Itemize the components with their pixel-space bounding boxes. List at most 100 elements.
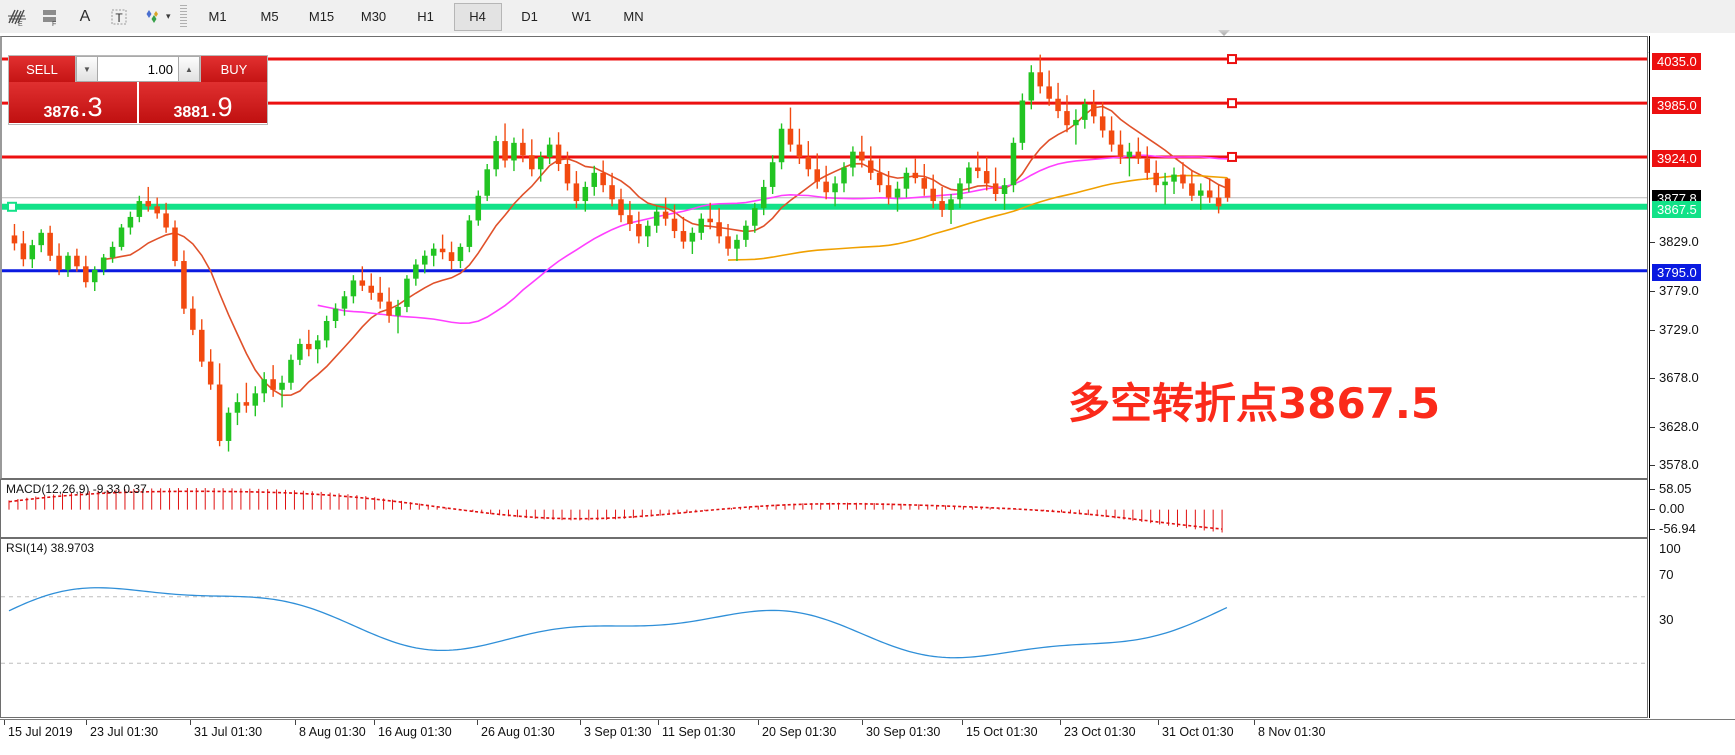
candle-body: [1126, 151, 1133, 157]
volume-down-icon[interactable]: ▼: [76, 56, 98, 82]
timeframe-m1[interactable]: M1: [208, 9, 227, 24]
rsi-tick: 30: [1659, 612, 1674, 627]
candle-body: [199, 329, 205, 362]
candle-body: [100, 257, 107, 270]
time-tick: [1060, 720, 1061, 725]
candle-body: [234, 402, 241, 413]
toolbar-grip[interactable]: [179, 4, 187, 29]
timeframe-d1[interactable]: D1: [521, 9, 538, 24]
candle-body: [529, 155, 535, 170]
candle-body: [181, 261, 187, 309]
candle-body: [609, 185, 615, 200]
price-scale[interactable]: 3829.0 3779.0 3729.0 3678.0 3628.0 3578.0 4035…: [1649, 36, 1735, 718]
candle-body: [83, 266, 89, 283]
candle-body: [91, 269, 98, 283]
candle-body: [314, 340, 321, 350]
price-level-label-red[interactable]: 4035.0: [1652, 53, 1701, 70]
candle-body: [912, 172, 919, 179]
candle-body: [20, 243, 27, 260]
timeframe-mn[interactable]: MN: [623, 9, 644, 24]
candle-body: [564, 164, 571, 184]
price-level-label-green[interactable]: 3867.5: [1652, 201, 1701, 218]
candle-body: [644, 225, 651, 237]
time-scale[interactable]: 15 Jul 2019 23 Jul 01:30 31 Jul 01:30 8 Aug…: [0, 719, 1735, 755]
candle-body: [1046, 86, 1052, 99]
time-tick: [477, 720, 478, 725]
grid-template-icon[interactable]: F: [34, 3, 68, 31]
time-label: 31 Oct 01:30: [1162, 725, 1234, 739]
candle-body: [1162, 181, 1168, 186]
volume-up-icon[interactable]: ▲: [178, 56, 200, 82]
candle-body: [627, 215, 633, 224]
text-label-icon[interactable]: T: [102, 3, 136, 31]
time-tick: [1158, 720, 1159, 725]
level-handle[interactable]: [1227, 151, 1237, 162]
candle-body: [243, 402, 250, 406]
rsi-plot: [1, 539, 1647, 717]
timeframe-w1[interactable]: W1: [571, 9, 592, 24]
candle-body: [448, 252, 455, 262]
candle-body: [653, 211, 660, 226]
volume-input[interactable]: 1.00: [98, 56, 178, 82]
objects-dropdown-caret[interactable]: ▾: [166, 11, 171, 21]
candle-body: [475, 195, 482, 221]
timeframe-m15[interactable]: M15: [308, 9, 335, 24]
timeframe-m5[interactable]: M5: [260, 9, 279, 24]
candle-body: [38, 232, 44, 246]
candle-body: [1037, 72, 1043, 87]
candle-body: [1215, 197, 1222, 207]
level-handle[interactable]: [1227, 54, 1237, 65]
chart-scroll-handle[interactable]: [1218, 30, 1230, 36]
candle-body: [261, 379, 267, 394]
candle-body: [752, 208, 758, 226]
candle-body: [350, 280, 357, 297]
price-plot: [2, 37, 1647, 478]
chart-annotation-text[interactable]: 多空转折点3867.5: [1068, 379, 1441, 428]
price-chart-pane[interactable]: [0, 36, 1648, 479]
rsi-pane[interactable]: RSI(14) 38.9703: [0, 538, 1648, 718]
candle-body: [636, 223, 642, 237]
price-level-label-red[interactable]: 3924.0: [1652, 150, 1701, 167]
price-level-label-blue[interactable]: 3795.0: [1652, 264, 1701, 281]
candle-body: [885, 185, 892, 198]
sell-button[interactable]: SELL: [9, 56, 75, 82]
time-tick: [758, 720, 759, 725]
text-tool-icon[interactable]: A: [79, 7, 91, 25]
candle-body: [555, 144, 562, 165]
indicators-icon[interactable]: E: [0, 3, 34, 31]
timeframe-h1[interactable]: H1: [417, 9, 434, 24]
candle-body: [582, 186, 589, 202]
candle-body: [136, 201, 143, 217]
candle-body: [805, 156, 812, 170]
macd-plot: [1, 480, 1647, 537]
volume-stepper[interactable]: ▼ 1.00 ▲: [75, 56, 201, 82]
bid-price-box[interactable]: 3876 .3: [9, 82, 137, 123]
candle-body: [225, 412, 232, 441]
time-label: 16 Aug 01:30: [378, 725, 452, 739]
candle-body: [118, 227, 125, 247]
macd-pane[interactable]: MACD(12,26,9) -9.33 0.37: [0, 479, 1648, 538]
candle-body: [109, 246, 116, 258]
level-handle[interactable]: [1227, 98, 1237, 109]
rsi-label: RSI(14) 38.9703: [6, 541, 95, 555]
timeframe-m30[interactable]: M30: [360, 9, 387, 24]
candle-body: [466, 220, 473, 247]
candle-body: [1144, 158, 1151, 173]
candle-body: [796, 144, 803, 157]
rsi-tick: 70: [1659, 567, 1674, 582]
time-tick: [862, 720, 863, 725]
candle-body: [502, 141, 508, 161]
ask-price-box[interactable]: 3881 .9: [137, 82, 267, 123]
candle-body: [876, 172, 883, 186]
trade-controls-row: SELL ▼ 1.00 ▲ BUY: [9, 56, 267, 82]
candle-body: [386, 301, 392, 316]
candle-body: [288, 359, 294, 383]
timeframe-h4[interactable]: H4: [453, 2, 502, 31]
one-click-trading-panel[interactable]: SELL ▼ 1.00 ▲ BUY 3876 .3 3881 .9: [8, 55, 268, 125]
candle-body: [957, 183, 963, 200]
objects-icon[interactable]: [136, 3, 170, 31]
buy-button[interactable]: BUY: [201, 56, 267, 82]
price-level-label-red[interactable]: 3985.0: [1652, 97, 1701, 114]
level-handle[interactable]: [7, 201, 17, 212]
candle-body: [1206, 190, 1213, 198]
